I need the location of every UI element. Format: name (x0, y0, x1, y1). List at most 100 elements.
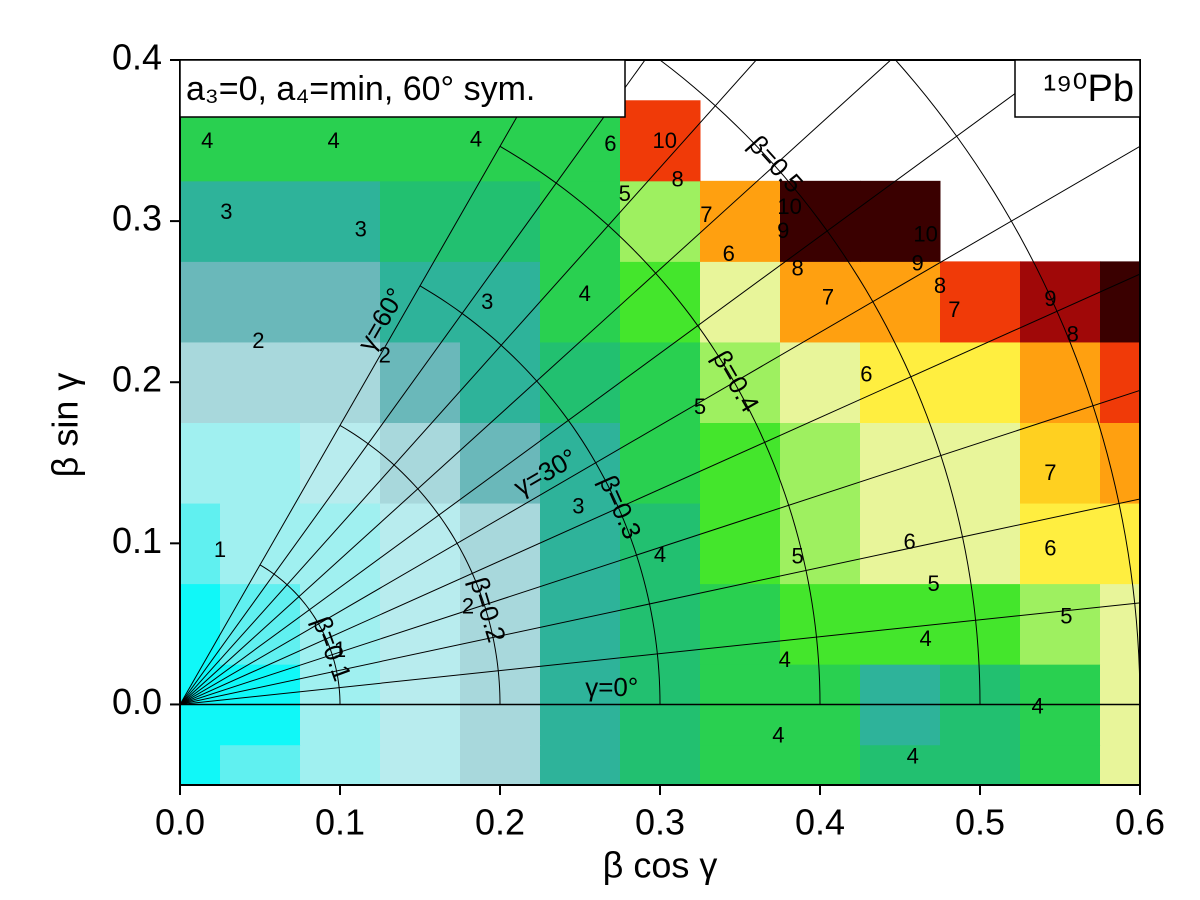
cell (220, 261, 301, 343)
contour-label: 5 (1060, 603, 1072, 628)
chart-title: a₃=0, a₄=min, 60° sym. (186, 70, 535, 108)
cell (1100, 341, 1140, 423)
gamma-ray (180, 145, 1140, 705)
cell (180, 261, 221, 343)
contour-label: 2 (379, 342, 391, 367)
cell (780, 422, 861, 504)
contour-label: 10 (777, 194, 801, 219)
cell (620, 180, 701, 262)
cell (620, 422, 701, 504)
x-axis-title: β cos γ (603, 845, 718, 886)
cell (1100, 503, 1140, 585)
contour-label: 4 (327, 128, 339, 153)
contour-label: 3 (220, 199, 232, 224)
y-axis-title: β sin γ (45, 373, 86, 478)
cell (940, 744, 1021, 785)
cell (300, 583, 381, 665)
contour-label: 3 (481, 289, 493, 314)
axes: 0.0 0.1 0.2 0.3 0.4 0.5 0.6 0.0 0.1 0.2 0.3 0.4 (112, 37, 1165, 843)
cell (460, 341, 541, 423)
contour-label: 2 (462, 594, 474, 619)
contour-label: 4 (654, 542, 666, 567)
contour-label: 4 (1031, 693, 1043, 718)
cell (220, 744, 301, 785)
contour-label: 8 (1067, 321, 1079, 346)
cell (540, 180, 621, 262)
cell (620, 261, 701, 343)
cell (540, 422, 621, 504)
contour-label: 1 (214, 537, 226, 562)
contour-label: 6 (723, 241, 735, 266)
cell (780, 341, 861, 423)
cell (460, 180, 541, 262)
contour-label: 7 (948, 297, 960, 322)
y-tick-label: 0.3 (112, 198, 162, 239)
cell (380, 744, 461, 785)
x-tick-label: 0.0 (155, 802, 205, 843)
contour-label: 1 (334, 637, 346, 662)
cell (700, 583, 781, 665)
gamma-ray (180, 389, 1140, 705)
cell (620, 503, 701, 585)
contour-label: 6 (860, 362, 872, 387)
cell (380, 503, 461, 585)
y-tick-label: 0.1 (112, 520, 162, 561)
cell (540, 744, 621, 785)
cell (460, 503, 541, 585)
contour-label: 6 (1044, 536, 1056, 561)
cell (1020, 744, 1101, 785)
cell (220, 341, 301, 423)
y-tick-label: 0.0 (112, 681, 162, 722)
cell (180, 583, 221, 665)
contour-label: 4 (919, 626, 931, 651)
contour-label: 4 (779, 647, 791, 672)
cell (860, 744, 941, 785)
contour-label: 7 (822, 284, 834, 309)
cell (700, 503, 781, 585)
contour-label: 9 (1044, 286, 1056, 311)
nucleus-box (1014, 59, 1141, 118)
cell (220, 583, 301, 665)
cell (700, 341, 781, 423)
gamma-ray (180, 498, 1140, 705)
contour-label: 5 (927, 571, 939, 596)
cell (300, 180, 381, 262)
heatmap (180, 100, 1140, 785)
contour-label: 9 (777, 218, 789, 243)
cell (700, 422, 781, 504)
cell (1100, 261, 1140, 343)
cell (460, 744, 541, 785)
cell (1100, 422, 1140, 504)
contour-label: 6 (903, 529, 915, 554)
x-tick-label: 0.1 (315, 802, 365, 843)
cell (220, 422, 301, 504)
contour-label: 8 (791, 255, 803, 280)
contour-label: 4 (772, 722, 784, 747)
cell (860, 503, 941, 585)
cell (300, 503, 381, 585)
cell (540, 341, 621, 423)
title-box (179, 59, 626, 118)
cell (180, 422, 221, 504)
cell (380, 261, 461, 343)
cell (940, 341, 1021, 423)
cell (860, 583, 941, 665)
x-tick-label: 0.4 (795, 802, 845, 843)
cell (180, 744, 221, 785)
cell (780, 261, 861, 343)
contour-label: 8 (934, 273, 946, 298)
cell (940, 261, 1021, 343)
gamma-ray (180, 60, 757, 705)
cell (940, 422, 1021, 504)
cell (540, 261, 621, 343)
cell (1020, 261, 1101, 343)
cell (860, 180, 941, 262)
contour-label: 5 (791, 544, 803, 569)
contour-label: 2 (252, 328, 264, 353)
gamma-ray (180, 602, 1140, 705)
gamma-label: γ=0° (585, 672, 638, 702)
contour-label: 3 (355, 217, 367, 242)
cell (380, 180, 461, 262)
cell (460, 261, 541, 343)
cell (220, 503, 301, 585)
